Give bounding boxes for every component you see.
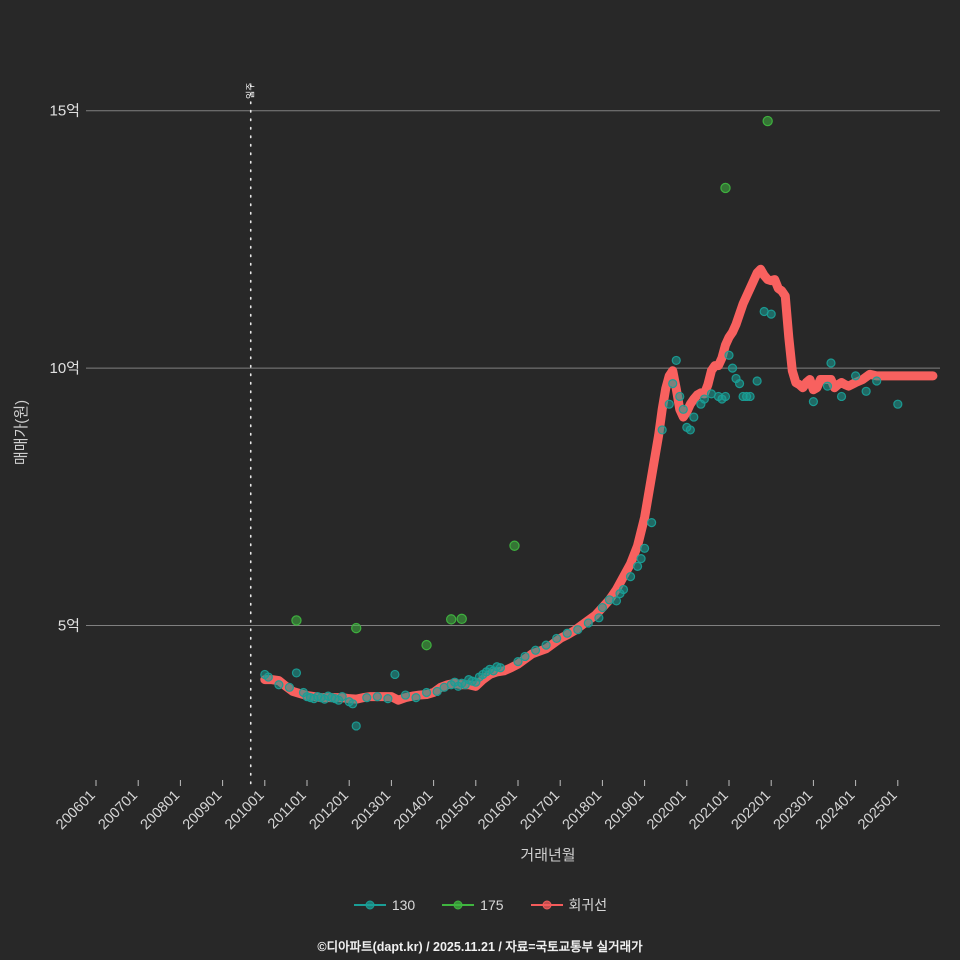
scatter-point <box>552 633 562 644</box>
scatter-point <box>432 686 442 697</box>
scatter-point <box>636 554 646 564</box>
scatter-point <box>689 412 699 422</box>
scatter-point <box>664 399 674 409</box>
legend-label: 회귀선 <box>568 897 608 913</box>
scatter-point <box>822 381 833 391</box>
scatter-point <box>671 355 681 366</box>
scatter-point <box>861 386 871 396</box>
legend-label: 175 <box>480 897 504 913</box>
scatter-point <box>611 596 622 606</box>
scatter-point <box>594 613 604 623</box>
scatter-series-130 <box>260 306 903 731</box>
scatter-point <box>456 613 467 625</box>
scatter-point <box>720 182 731 194</box>
scatter-point <box>348 699 358 709</box>
scatter-point <box>421 639 432 651</box>
scatter-point <box>390 669 400 680</box>
scatter-point <box>400 690 411 700</box>
scatter-point <box>699 394 709 404</box>
scatter-point <box>766 309 776 319</box>
scatter-point <box>337 691 347 702</box>
y-tick-label: 15억 <box>50 103 81 120</box>
scatter-point <box>372 691 382 702</box>
scatter-point <box>530 645 541 655</box>
scatter-point <box>734 378 745 389</box>
scatter-point <box>668 378 678 389</box>
move-in-marker-label: 입주 <box>245 82 256 99</box>
scatter-point <box>263 672 273 682</box>
scatter-point <box>573 625 583 635</box>
scatter-point <box>632 561 643 571</box>
scatter-point <box>618 584 629 595</box>
scatter-point <box>411 693 421 703</box>
scatter-point <box>727 363 738 373</box>
scatter-point <box>745 391 755 402</box>
scatter-point <box>752 376 762 386</box>
scatter-point <box>541 640 551 650</box>
scatter-point <box>351 721 361 731</box>
scatter-point <box>513 656 523 667</box>
scatter-point <box>597 602 608 613</box>
scatter-point <box>383 694 393 704</box>
legend-item-회귀선[interactable]: 회귀선 <box>530 895 608 915</box>
legend-swatch-icon <box>353 900 386 910</box>
scatter-point <box>762 115 773 127</box>
scatter-series-175 <box>291 115 773 651</box>
scatter-point <box>850 371 861 381</box>
scatter-point <box>685 425 695 435</box>
scatter-point <box>720 391 731 402</box>
scatter-point <box>509 540 520 551</box>
scatter-point <box>647 517 657 528</box>
x-axis-title: 거래년월 <box>520 847 575 864</box>
scatter-point <box>520 651 530 662</box>
scatter-point <box>625 572 636 582</box>
y-tick-label: 5억 <box>58 618 80 635</box>
scatter-point <box>291 615 302 626</box>
legend-swatch-icon <box>530 900 563 910</box>
chart-background <box>0 0 960 890</box>
scatter-point <box>421 687 432 698</box>
footer-attribution: ©디아파트(dapt.kr) / 2025.11.21 / 자료=국토교통부 실… <box>317 940 643 954</box>
scatter-point <box>836 391 847 402</box>
scatter-point <box>657 425 667 435</box>
scatter-point <box>445 614 457 625</box>
scatter-point <box>675 391 685 402</box>
y-tick-label: 10억 <box>50 360 81 377</box>
scatter-point <box>562 628 572 638</box>
legend-item-130[interactable]: 130 <box>353 897 415 913</box>
legend-item-175[interactable]: 175 <box>441 897 504 913</box>
legend-label: 130 <box>391 897 416 913</box>
chart-legend: 130 175 회귀선 <box>0 895 960 915</box>
scatter-point <box>893 399 903 409</box>
scatter-point <box>826 358 836 368</box>
y-axis-title: 매매가(원) <box>13 400 30 465</box>
scatter-point <box>351 622 362 634</box>
scatter-point <box>678 404 688 414</box>
scatter-point <box>274 680 284 690</box>
scatter-point <box>872 376 882 386</box>
scatter-point <box>495 663 506 673</box>
scatter-point <box>291 668 302 678</box>
price-regression-chart: 5억10억15억매매가(원)20060120070120080120090120… <box>0 0 960 890</box>
scatter-point <box>284 682 295 692</box>
scatter-point <box>639 543 650 553</box>
scatter-point <box>808 397 819 407</box>
legend-swatch-icon <box>442 900 475 910</box>
scatter-point <box>583 618 593 628</box>
scatter-point <box>362 693 372 703</box>
scatter-point <box>724 350 734 360</box>
